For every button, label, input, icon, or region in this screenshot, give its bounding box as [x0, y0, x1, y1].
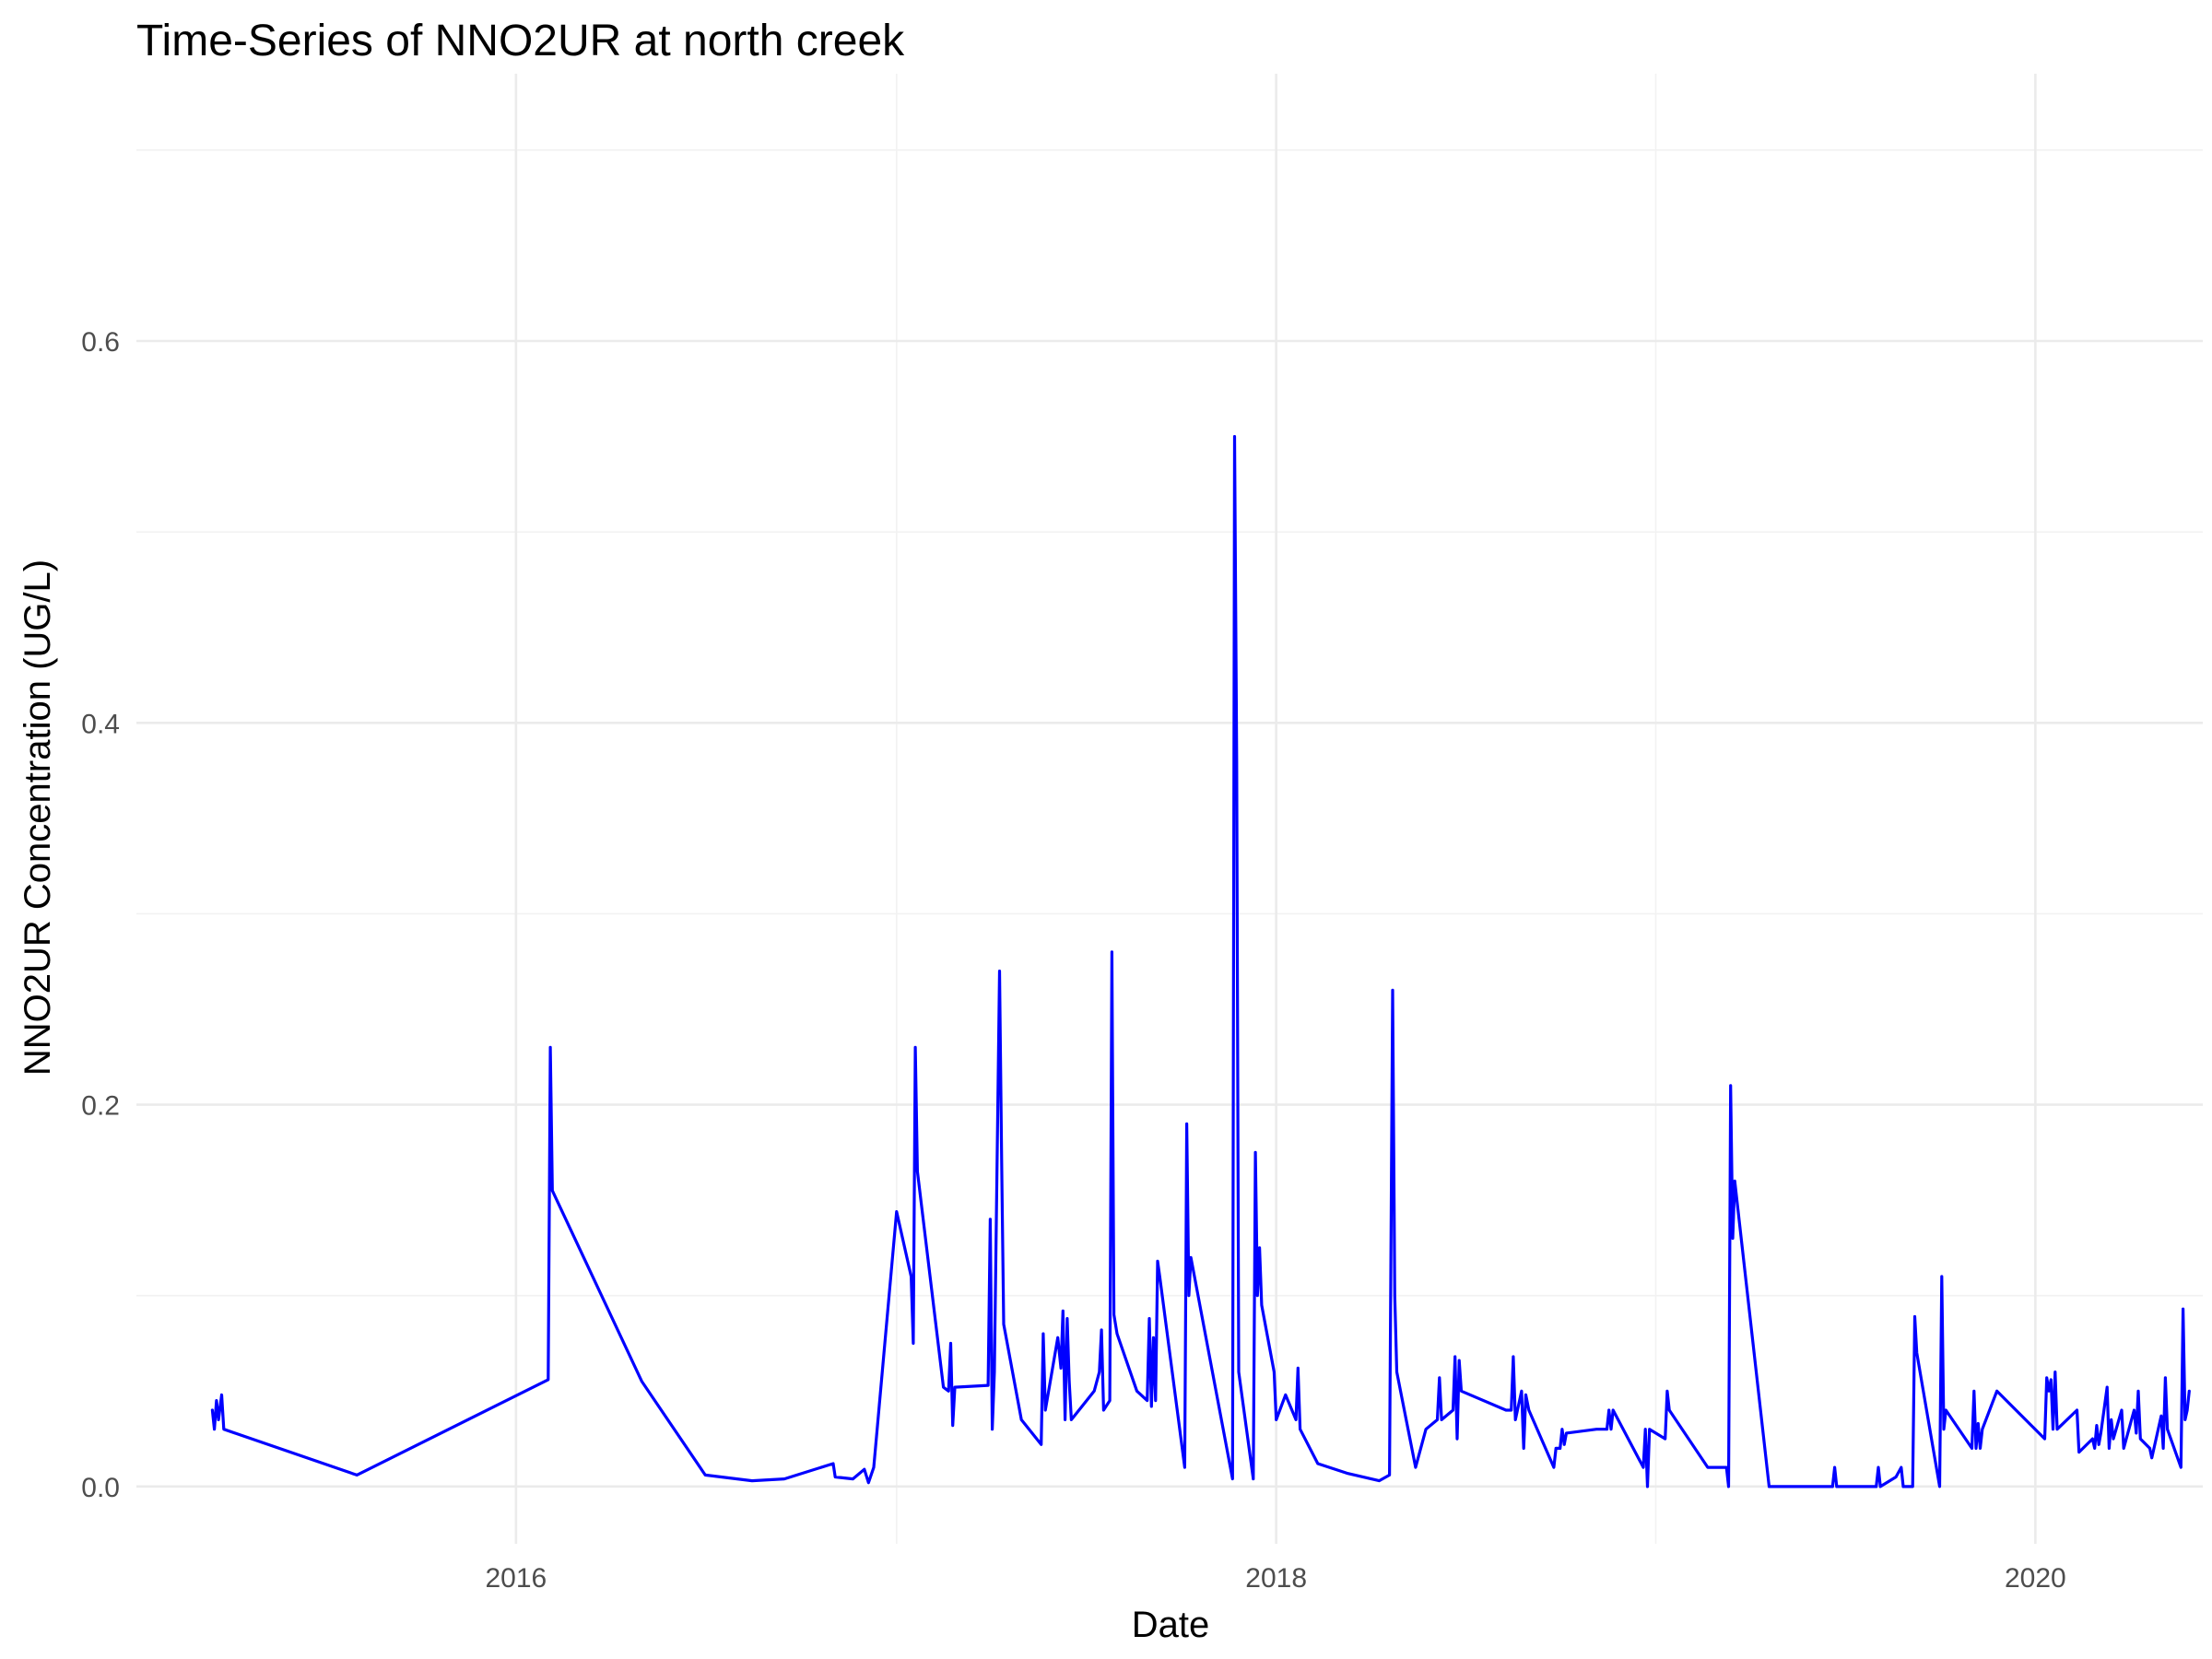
y-axis-title: NNO2UR Concentration (UG/L)	[18, 559, 58, 1076]
y-tick-label: 0.4	[81, 709, 120, 739]
x-tick-labels: 2016 2018 2020	[485, 1563, 2065, 1594]
x-tick-label: 2016	[485, 1563, 547, 1594]
y-tick-labels: 0.0 0.2 0.4 0.6	[81, 327, 120, 1503]
y-tick-label: 0.2	[81, 1091, 120, 1122]
x-axis-title: Date	[1132, 1605, 1210, 1645]
series-layer	[210, 435, 2191, 1488]
series-line-0	[210, 435, 2191, 1488]
y-tick-label: 0.0	[81, 1473, 120, 1503]
chart-title: Time-Series of NNO2UR at north creek	[136, 17, 905, 65]
x-tick-label: 2018	[1245, 1563, 1307, 1594]
y-tick-label: 0.6	[81, 327, 120, 358]
x-tick-label: 2020	[2005, 1563, 2066, 1594]
